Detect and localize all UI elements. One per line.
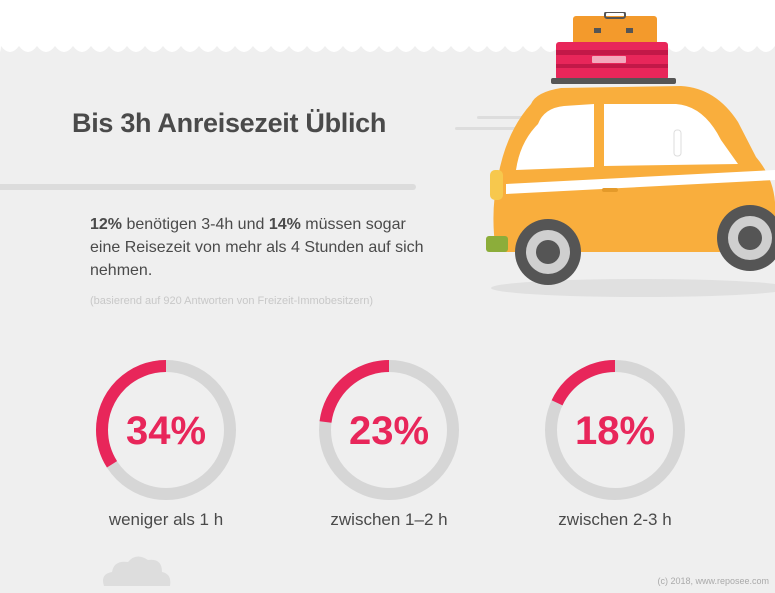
category-label-1: weniger als 1 h xyxy=(108,510,224,529)
donut-slice-2 xyxy=(319,360,459,500)
summary-pct-b: 14% xyxy=(268,216,301,233)
divider xyxy=(0,184,416,190)
page-title: Bis 3h Anreisezeit Üblich xyxy=(72,108,387,138)
car-icon xyxy=(486,12,775,297)
donut-value-label-3: 18% xyxy=(575,409,655,453)
donut-value-label-1: 34% xyxy=(126,409,206,453)
summary-text: 12% benötigen 3-4h und 14% müssen sogar … xyxy=(90,213,430,282)
source-note: (basierend auf 920 Antworten von Freizei… xyxy=(90,295,374,307)
summary-text-b: müssen sogar eine Reisezeit von mehr als… xyxy=(90,216,424,279)
donut-slice-1 xyxy=(96,360,236,500)
donut-1: 34% xyxy=(96,360,236,500)
donut-value-label-2: 23% xyxy=(349,409,429,453)
copyright: (c) 2018, www.reposee.com xyxy=(657,576,769,586)
summary-pct-a: 12% xyxy=(90,216,123,233)
donut-slice-3 xyxy=(545,360,685,500)
category-label-2: zwischen 1–2 h xyxy=(330,510,448,529)
donut-2: 23% xyxy=(319,360,459,500)
category-label-3: zwischen 2-3 h xyxy=(558,510,672,529)
suitcase-icon xyxy=(556,12,668,80)
donut-3: 18% xyxy=(545,360,685,500)
summary-text-a: benötigen 3-4h und xyxy=(122,216,269,233)
cloud-icon xyxy=(103,556,171,586)
donut-charts: 34% 23% 18% xyxy=(96,360,685,500)
